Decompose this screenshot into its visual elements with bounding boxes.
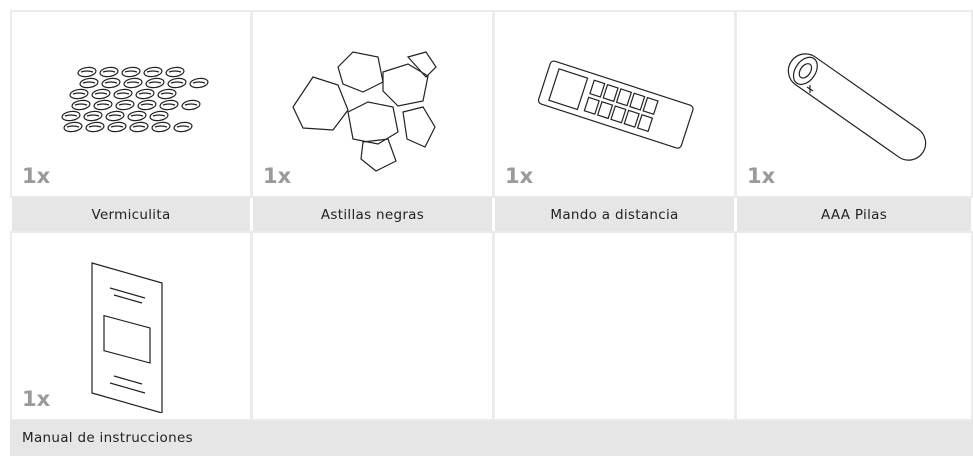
item-illustration: [787, 53, 927, 161]
item-cell: 1x: [10, 10, 252, 198]
item-quantity: 1x: [22, 164, 51, 188]
item-label: Manual de instrucciones: [22, 430, 193, 446]
item-label: Astillas negras: [320, 206, 425, 223]
item-label-bar: Vermiculita: [12, 197, 250, 232]
item-illustration: [61, 66, 209, 133]
item-quantity: 1x: [747, 164, 776, 188]
empty-cell: [251, 231, 494, 421]
item-illustration: [91, 262, 163, 413]
item-label: AAA Pilas: [820, 206, 888, 223]
empty-cell: [735, 231, 973, 421]
item-quantity: 1x: [505, 164, 534, 188]
empty-cell: [493, 231, 736, 421]
item-label: Vermiculita: [91, 206, 171, 223]
item-label-bar: Mando a distancia: [495, 197, 734, 232]
item-quantity: 1x: [263, 164, 292, 188]
item-label-bar: AAA Pilas: [737, 197, 971, 232]
item-cell: 1x: [251, 10, 494, 198]
item-label: Mando a distancia: [550, 206, 679, 223]
item-cell: 1x: [493, 10, 736, 198]
item-illustration: [537, 60, 694, 149]
item-illustration: [292, 51, 437, 172]
item-label-bar: Astillas negras: [253, 197, 492, 232]
item-cell: 1x: [10, 231, 252, 421]
item-cell: 1x: [735, 10, 973, 198]
item-label-bar: Manual de instrucciones: [10, 420, 973, 456]
item-quantity: 1x: [22, 387, 51, 411]
